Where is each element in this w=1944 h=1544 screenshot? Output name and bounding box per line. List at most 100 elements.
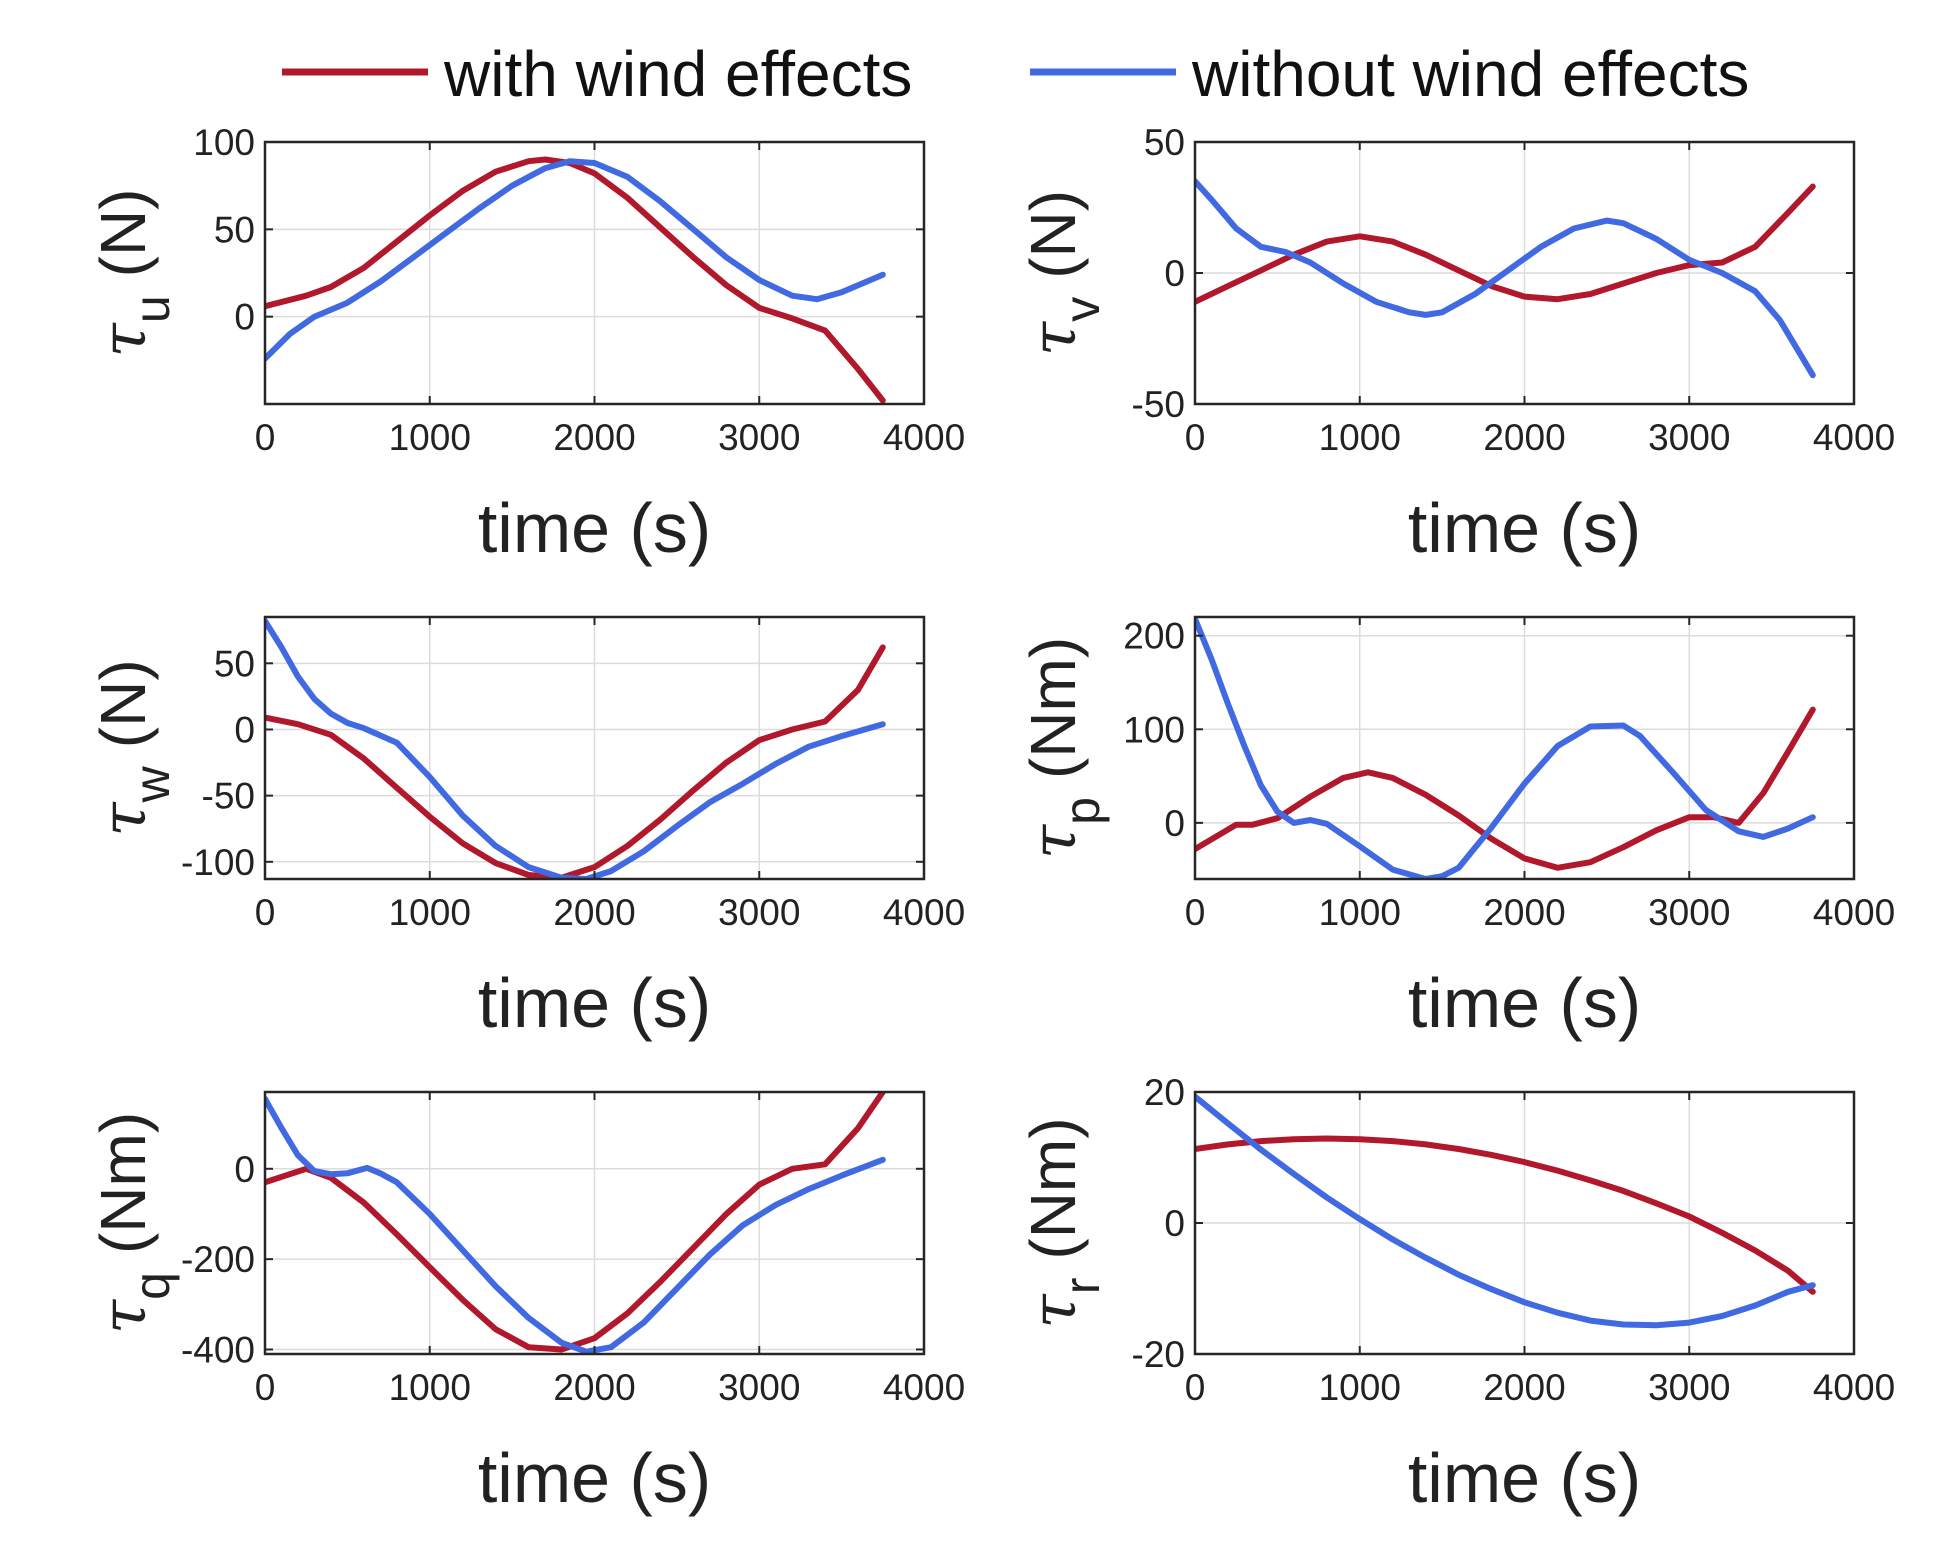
series-without-wind-tau-p <box>1195 617 1816 879</box>
series-with-wind-tau-r <box>1195 1135 1816 1295</box>
x-tick-label: 0 <box>255 1367 276 1408</box>
x-tick-label: 1000 <box>389 1367 471 1408</box>
y-label-unit: (Nm) <box>1017 1117 1089 1259</box>
series-with-wind-tau-p <box>1195 706 1816 871</box>
y-tick-label: 0 <box>1164 803 1185 844</box>
y-axis-label: τv (N) <box>1017 190 1110 356</box>
x-tick-label: 0 <box>1185 892 1206 933</box>
y-axis-label: τq (Nm) <box>87 1112 180 1334</box>
y-label-tau: τ <box>1017 320 1090 356</box>
y-label-tau: τ <box>1017 823 1090 859</box>
y-tick-label: 50 <box>214 209 255 250</box>
y-axis-label: τw (N) <box>87 659 180 836</box>
series-without-wind-tau-w <box>265 618 886 879</box>
x-tick-label: 2000 <box>553 892 635 933</box>
y-axis-label: τr (Nm) <box>1017 1117 1110 1328</box>
x-tick-label: 3000 <box>718 417 800 458</box>
y-label-unit: (Nm) <box>1017 637 1089 779</box>
x-tick-label: 4000 <box>883 1367 965 1408</box>
y-tick-label: 20 <box>1144 1072 1185 1113</box>
x-axis-label: time (s) <box>478 489 711 567</box>
y-label-tau: τ <box>87 801 160 837</box>
x-tick-label: 3000 <box>1648 1367 1730 1408</box>
series-with-wind-tau-w <box>265 644 886 879</box>
x-tick-label: 4000 <box>883 417 965 458</box>
y-tick-label: 50 <box>214 643 255 684</box>
y-label-unit: (N) <box>1017 190 1089 279</box>
y-label-subscript: u <box>124 295 180 323</box>
x-tick-label: 4000 <box>1813 417 1895 458</box>
series-without-wind-tau-r <box>1195 1093 1816 1329</box>
series-without-wind-tau-v <box>1195 178 1816 379</box>
y-tick-label: 0 <box>234 1149 255 1190</box>
subplot-tau-p: 0 1000 2000 3000 4000 0 100 200 time (s) τp (Nm) <box>1017 616 1895 1042</box>
series-with-wind-tau-u <box>265 156 886 404</box>
y-label-subscript: v <box>1054 297 1110 322</box>
x-tick-label: 1000 <box>1319 417 1401 458</box>
x-axis-label: time (s) <box>1408 1439 1641 1517</box>
y-label-unit: (N) <box>87 189 159 278</box>
y-tick-label: -50 <box>1132 384 1185 425</box>
x-tick-label: 2000 <box>1483 1367 1565 1408</box>
x-tick-label: 1000 <box>389 417 471 458</box>
x-tick-label: 3000 <box>718 892 800 933</box>
y-tick-label: 0 <box>234 709 255 750</box>
y-tick-label: -100 <box>181 842 255 883</box>
x-tick-label: 4000 <box>1813 1367 1895 1408</box>
x-tick-label: 0 <box>255 892 276 933</box>
y-tick-label: 0 <box>1164 1203 1185 1244</box>
series-without-wind-tau-q <box>265 1095 886 1354</box>
y-tick-label: 0 <box>234 297 255 338</box>
legend-label-without-wind: without wind effects <box>1191 38 1749 110</box>
y-axis-label: τp (Nm) <box>1017 637 1110 859</box>
y-label-subscript: p <box>1054 797 1110 825</box>
legend-label-with-wind: with wind effects <box>443 38 912 110</box>
x-tick-label: 0 <box>1185 1367 1206 1408</box>
x-axis-label: time (s) <box>1408 964 1641 1042</box>
y-label-subscript: w <box>124 765 180 803</box>
x-axis-label: time (s) <box>478 964 711 1042</box>
y-tick-label: -400 <box>181 1329 255 1370</box>
y-axis-label: τu (N) <box>87 189 180 358</box>
x-tick-label: 3000 <box>718 1367 800 1408</box>
subplot-tau-u: 0 1000 2000 3000 4000 0 50 100 time (s) τu (N) <box>87 122 965 567</box>
x-tick-label: 4000 <box>1813 892 1895 933</box>
y-tick-label: 100 <box>1123 709 1185 750</box>
y-tick-label: -200 <box>181 1239 255 1280</box>
y-tick-label: 50 <box>1144 122 1185 163</box>
x-tick-label: 0 <box>1185 417 1206 458</box>
subplot-tau-w: 0 1000 2000 3000 4000 -100 -50 0 50 time (s) τw (N) <box>87 615 965 1042</box>
y-label-unit: (Nm) <box>87 1112 159 1254</box>
x-tick-label: 3000 <box>1648 417 1730 458</box>
x-tick-label: 2000 <box>1483 417 1565 458</box>
x-tick-label: 2000 <box>1483 892 1565 933</box>
x-tick-label: 3000 <box>1648 892 1730 933</box>
series-with-wind-tau-q <box>265 1092 886 1353</box>
y-label-subscript: q <box>124 1272 180 1300</box>
x-axis-label: time (s) <box>478 1439 711 1517</box>
y-tick-label: 100 <box>193 122 255 163</box>
y-tick-label: -20 <box>1132 1334 1185 1375</box>
y-tick-label: 200 <box>1123 616 1185 657</box>
y-label-tau: τ <box>87 321 160 357</box>
y-label-tau: τ <box>87 1298 160 1334</box>
x-axis-label: time (s) <box>1408 489 1641 567</box>
series-without-wind-tau-u <box>265 158 886 362</box>
y-tick-label: 0 <box>1164 253 1185 294</box>
x-tick-label: 1000 <box>1319 1367 1401 1408</box>
y-tick-label: -50 <box>202 776 255 817</box>
y-label-subscript: r <box>1054 1278 1110 1295</box>
x-tick-label: 1000 <box>1319 892 1401 933</box>
series-with-wind-tau-v <box>1195 183 1816 305</box>
legend: with wind effects without wind effects <box>282 38 1749 110</box>
subplot-tau-q: 0 1000 2000 3000 4000 -400 -200 0 time (s) τq (Nm) <box>87 1090 965 1517</box>
x-tick-label: 1000 <box>389 892 471 933</box>
x-tick-label: 4000 <box>883 892 965 933</box>
x-tick-label: 0 <box>255 417 276 458</box>
y-label-unit: (N) <box>87 659 159 748</box>
x-tick-label: 2000 <box>553 1367 635 1408</box>
